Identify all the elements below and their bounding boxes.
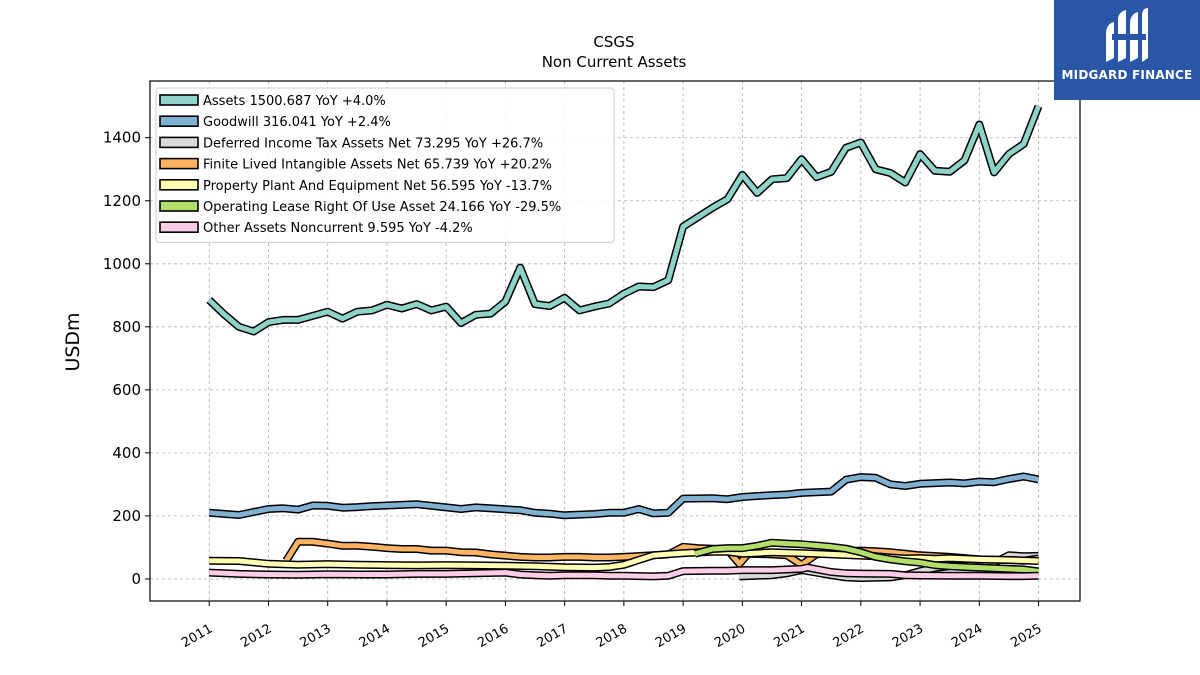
legend-entry: Assets 1500.687 YoY +4.0% (203, 94, 386, 109)
x-tick-label: 2025 (1008, 621, 1044, 651)
series-other-assets-noncurrent (209, 563, 1039, 581)
legend-box (155, 87, 615, 243)
y-tick-label: 600 (112, 381, 141, 399)
series-operating-lease-right-of-use-asset (693, 538, 1040, 576)
chart-subtitle: Non Current Assets (542, 53, 687, 71)
y-tick-label: 400 (112, 444, 141, 462)
midgard-logo-icon (1106, 8, 1148, 62)
legend-swatch (159, 94, 199, 106)
y-tick-label: 0 (131, 570, 141, 588)
legend-entry: Operating Lease Right Of Use Asset 24.16… (203, 200, 561, 215)
x-axis: 2011 2012 2013 2014 2015 2016 2017 2018 2019 2020… (179, 601, 1045, 651)
y-tick-label: 200 (112, 507, 141, 525)
series-line (209, 474, 1039, 518)
y-tick-label: 1000 (103, 255, 141, 273)
legend-swatch (159, 157, 199, 170)
x-tick-label: 2016 (475, 621, 511, 651)
series-goodwill (208, 472, 1040, 520)
x-tick-label: 2011 (179, 621, 215, 651)
x-tick-label: 2024 (949, 621, 985, 651)
brand-logo: MIDGARD FINANCE (1054, 0, 1200, 100)
x-tick-label: 2022 (831, 621, 867, 651)
series-line (209, 565, 1039, 579)
legend-swatch (159, 136, 199, 149)
y-tick-label: 800 (112, 318, 141, 336)
legend-entry: Goodwill 316.041 YoY +2.4% (203, 115, 391, 130)
x-tick-label: 2019 (653, 621, 689, 651)
y-axis: 0 200 400 600 800 1000 1200 1400 (103, 129, 150, 588)
brand-name: MIDGARD FINANCE (1061, 68, 1193, 82)
x-tick-label: 2017 (534, 621, 570, 651)
legend-entry: Other Assets Noncurrent 9.595 YoY -4.2% (203, 221, 473, 236)
series-assets (206, 104, 1043, 336)
x-tick-label: 2013 (298, 621, 334, 651)
y-tick-label: 1200 (103, 192, 141, 210)
x-tick-label: 2012 (238, 621, 274, 651)
series-line (207, 105, 1041, 334)
chart-title: CSGS (593, 33, 634, 51)
legend-swatch (159, 179, 199, 191)
series-layer (206, 104, 1043, 582)
x-tick-label: 2015 (416, 621, 452, 651)
legend-entry: Property Plant And Equipment Net 56.595 … (203, 179, 552, 194)
legend-entry: Finite Lived Intangible Assets Net 65.73… (203, 158, 552, 173)
x-tick-label: 2020 (712, 621, 748, 651)
legend-swatch (159, 115, 199, 127)
legend-entry: Deferred Income Tax Assets Net 73.295 Yo… (203, 136, 543, 151)
legend: Assets 1500.687 YoY +4.0% Goodwill 316.04… (155, 87, 615, 243)
y-tick-label: 1400 (103, 129, 141, 147)
x-tick-label: 2014 (357, 621, 393, 651)
grid (150, 81, 1080, 601)
x-tick-label: 2023 (890, 621, 926, 651)
y-axis-label: USDm (62, 312, 84, 371)
x-tick-label: 2018 (594, 621, 630, 651)
legend-swatch (159, 221, 199, 233)
legend-swatch (159, 200, 199, 212)
axes-frame (149, 80, 1081, 602)
x-tick-label: 2021 (771, 621, 807, 651)
series-line (694, 540, 1039, 574)
